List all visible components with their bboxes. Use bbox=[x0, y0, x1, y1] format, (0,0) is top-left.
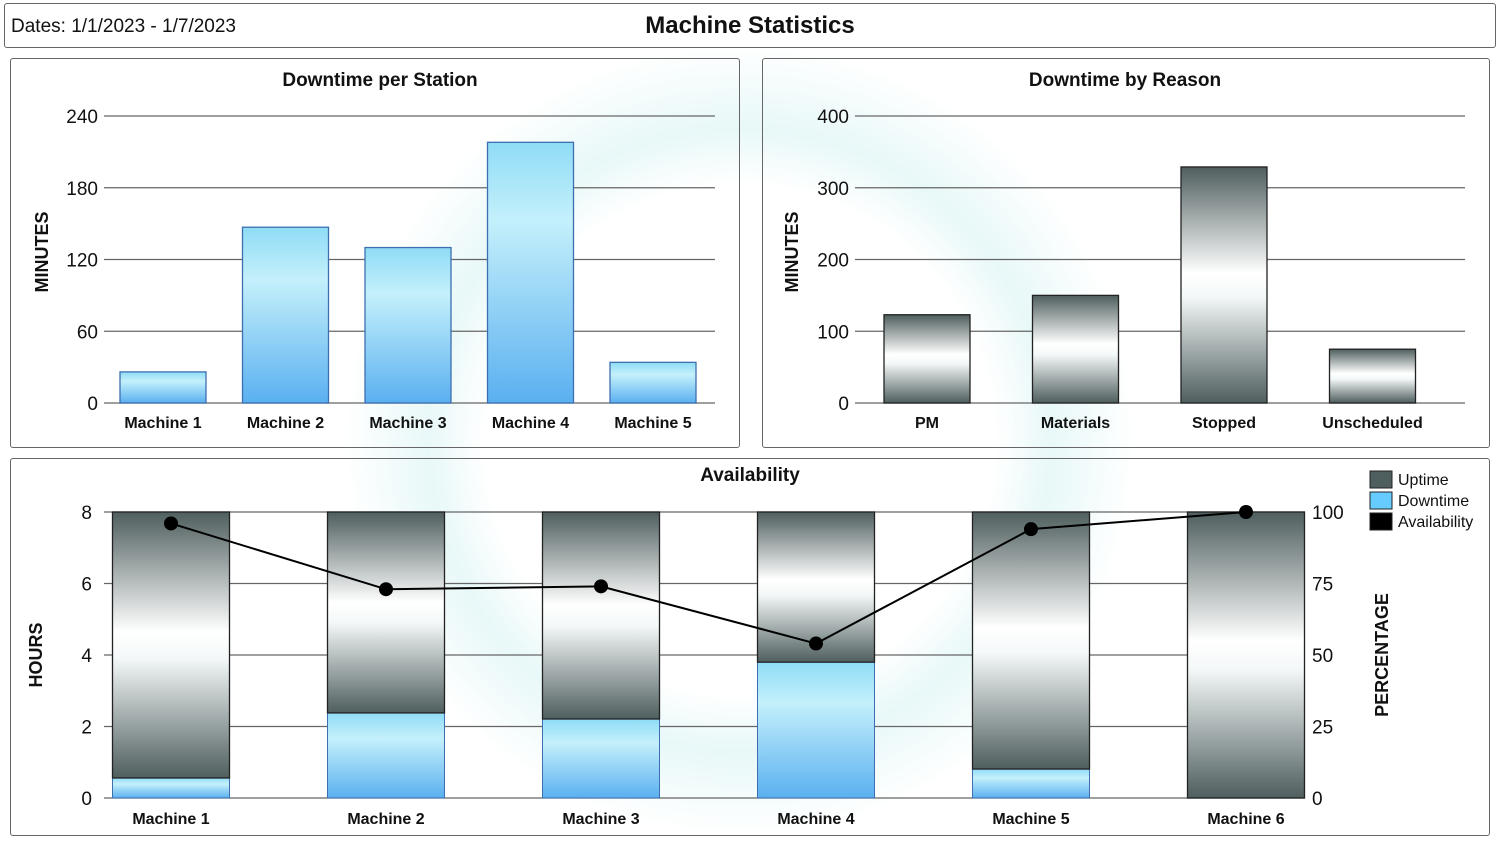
y-axis-label: HOURS bbox=[26, 622, 46, 687]
bar-uptime bbox=[326, 511, 446, 714]
availability-point bbox=[379, 582, 393, 597]
bar bbox=[486, 141, 575, 404]
x-tick-label: Machine 4 bbox=[492, 415, 569, 432]
chart-title: Downtime per Station bbox=[282, 70, 477, 91]
y2-tick-label: 0 bbox=[1312, 789, 1323, 810]
y-tick-label: 2 bbox=[81, 718, 92, 739]
y-tick-label: 400 bbox=[817, 107, 849, 128]
availability-line bbox=[170, 511, 1247, 645]
x-tick-label: Machine 3 bbox=[562, 811, 639, 828]
x-tick-label: Unscheduled bbox=[1322, 415, 1422, 432]
availability-point bbox=[1024, 522, 1038, 537]
legend-label: Uptime bbox=[1398, 472, 1449, 489]
panel-availability bbox=[10, 458, 1490, 836]
legend-label: Availability bbox=[1398, 514, 1473, 531]
bar bbox=[241, 226, 330, 404]
bar-downtime bbox=[112, 777, 230, 799]
panel-downtime-by-reason bbox=[762, 58, 1490, 448]
x-tick-label: Machine 2 bbox=[347, 811, 424, 828]
bar-downtime bbox=[757, 661, 875, 799]
x-tick-label: Machine 6 bbox=[1207, 811, 1284, 828]
bar bbox=[883, 314, 971, 404]
bar bbox=[609, 361, 697, 404]
date-range: Dates: 1/1/2023 - 1/7/2023 bbox=[11, 16, 236, 37]
y-tick-label: 100 bbox=[817, 322, 849, 343]
header-bar: Dates: 1/1/2023 - 1/7/2023 Machine Stati… bbox=[4, 3, 1496, 48]
y2-tick-label: 100 bbox=[1312, 503, 1344, 524]
y-tick-label: 120 bbox=[66, 251, 98, 272]
chart-title: Availability bbox=[700, 465, 800, 486]
y-tick-label: 180 bbox=[66, 179, 98, 200]
y-tick-label: 0 bbox=[81, 789, 92, 810]
bar bbox=[1031, 294, 1120, 404]
x-tick-label: Machine 5 bbox=[614, 415, 691, 432]
y-axis-label: MINUTES bbox=[32, 212, 52, 293]
bar bbox=[1328, 348, 1417, 404]
bar-uptime bbox=[541, 511, 661, 720]
page-title: Machine Statistics bbox=[645, 12, 855, 39]
legend-swatch bbox=[1369, 512, 1393, 531]
legend-swatch bbox=[1369, 491, 1393, 510]
y-tick-label: 0 bbox=[87, 394, 98, 415]
bar-uptime bbox=[111, 511, 231, 779]
x-tick-label: Machine 5 bbox=[992, 811, 1069, 828]
y-tick-label: 4 bbox=[81, 646, 92, 667]
y2-tick-label: 25 bbox=[1312, 718, 1333, 739]
x-tick-label: Machine 1 bbox=[124, 415, 201, 432]
panel-downtime-per-station bbox=[10, 58, 740, 448]
x-tick-label: Machine 4 bbox=[777, 811, 854, 828]
bar bbox=[1180, 166, 1268, 404]
x-tick-label: Machine 3 bbox=[369, 415, 446, 432]
y-tick-label: 200 bbox=[817, 251, 849, 272]
bar-uptime bbox=[1186, 511, 1306, 799]
y-tick-label: 240 bbox=[66, 107, 98, 128]
legend-label: Downtime bbox=[1398, 493, 1469, 510]
y2-tick-label: 50 bbox=[1312, 646, 1333, 667]
x-tick-label: Materials bbox=[1041, 415, 1110, 432]
y-tick-label: 6 bbox=[81, 575, 92, 596]
bar bbox=[119, 371, 207, 404]
y-tick-label: 8 bbox=[81, 503, 92, 524]
y-tick-label: 0 bbox=[838, 394, 849, 415]
y-tick-label: 60 bbox=[77, 322, 98, 343]
bar-downtime bbox=[327, 712, 445, 799]
availability-point bbox=[809, 636, 823, 651]
x-tick-label: Stopped bbox=[1192, 415, 1256, 432]
bar-downtime bbox=[972, 768, 1090, 799]
legend-swatch bbox=[1369, 470, 1393, 489]
y2-axis-label: PERCENTAGE bbox=[1372, 593, 1392, 717]
availability-point bbox=[594, 579, 608, 594]
bar-downtime bbox=[542, 718, 660, 799]
availability-point bbox=[1239, 505, 1253, 519]
bar bbox=[364, 246, 452, 404]
chart-title: Downtime by Reason bbox=[1029, 70, 1221, 91]
bar-uptime bbox=[971, 511, 1091, 770]
x-tick-label: Machine 2 bbox=[247, 415, 324, 432]
y-axis-label: MINUTES bbox=[782, 212, 802, 293]
y-tick-label: 300 bbox=[817, 179, 849, 200]
y2-tick-label: 75 bbox=[1312, 575, 1333, 596]
availability-point bbox=[164, 516, 178, 531]
x-tick-label: Machine 1 bbox=[132, 811, 209, 828]
x-tick-label: PM bbox=[915, 415, 939, 432]
